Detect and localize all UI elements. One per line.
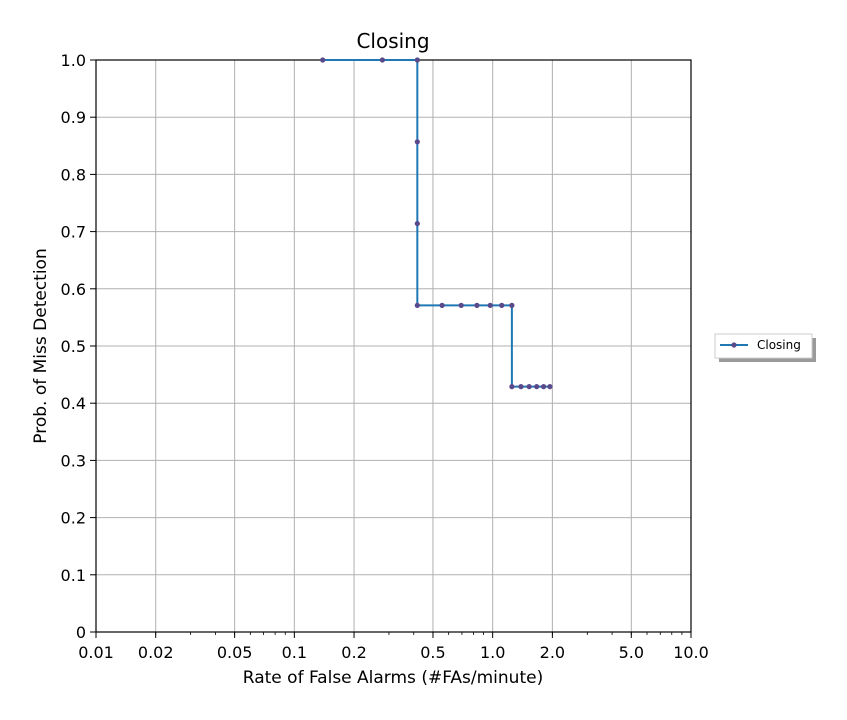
data-point [526, 384, 532, 390]
data-point [499, 302, 505, 308]
data-point [547, 384, 553, 390]
data-point [414, 302, 420, 308]
x-tick-label: 1.0 [480, 643, 505, 662]
y-tick-label: 0.5 [61, 337, 86, 356]
data-point [379, 57, 386, 63]
data-point [518, 384, 524, 390]
x-tick-label: 0.02 [138, 643, 174, 662]
legend-label-closing: Closing [757, 338, 801, 352]
y-tick-label: 0.1 [61, 566, 86, 585]
y-tick-label: 0.3 [61, 451, 86, 470]
x-tick-label: 0.01 [78, 643, 114, 662]
data-point [474, 302, 480, 308]
data-point [509, 384, 515, 390]
series-layer [320, 57, 553, 390]
y-tick-label: 0.8 [61, 165, 86, 184]
x-tick-label: 5.0 [619, 643, 644, 662]
series-line-closing [322, 59, 550, 388]
data-point [487, 302, 493, 308]
x-tick-label: 10.0 [673, 643, 709, 662]
axis-ticks: 0.01 0.02 0.05 0.1 0.2 0.5 1.0 2.0 5.0 10.0 0 0.1 0.… [61, 51, 709, 662]
data-point [414, 57, 420, 63]
data-point [534, 384, 540, 390]
data-point [509, 302, 515, 308]
legend-marker-sample [731, 342, 737, 348]
grid [95, 59, 692, 633]
legend: Closing [714, 333, 816, 362]
data-point [414, 220, 420, 227]
data-point [540, 384, 547, 390]
y-tick-label: 1.0 [61, 51, 86, 70]
x-tick-label: 0.05 [217, 643, 253, 662]
y-tick-label: 0.4 [61, 394, 86, 413]
x-tick-label: 2.0 [540, 643, 565, 662]
y-tick-label: 0.6 [61, 280, 86, 299]
data-point [414, 139, 420, 145]
y-tick-label: 0 [76, 623, 86, 642]
y-tick-label: 0.9 [61, 108, 86, 127]
data-point [439, 302, 445, 308]
x-tick-label: 0.1 [282, 643, 307, 662]
y-axis-label: Prob. of Miss Detection [31, 248, 51, 443]
chart-title: Closing [356, 29, 429, 53]
data-point [320, 57, 326, 63]
y-tick-label: 0.2 [61, 509, 86, 528]
x-tick-label: 0.5 [420, 643, 445, 662]
data-point [458, 302, 464, 308]
x-tick-label: 0.2 [341, 643, 366, 662]
y-tick-label: 0.7 [61, 223, 86, 242]
x-axis-label: Rate of False Alarms (#FAs/minute) [243, 668, 543, 688]
